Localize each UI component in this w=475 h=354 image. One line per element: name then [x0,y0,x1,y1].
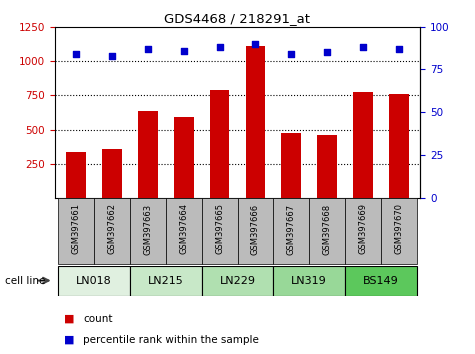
Point [252,41,259,46]
Text: BS149: BS149 [363,275,399,286]
Bar [389,94,408,198]
Bar [58,266,130,296]
Bar [381,198,417,264]
Point [323,50,331,55]
Bar [281,133,301,198]
Bar [138,111,158,198]
Text: GSM397664: GSM397664 [179,204,188,255]
Text: LN229: LN229 [219,275,256,286]
Text: GSM397666: GSM397666 [251,204,260,255]
Point [287,51,295,57]
Bar [66,152,86,198]
Bar [94,198,130,264]
Text: ■: ■ [64,335,75,345]
Text: GSM397665: GSM397665 [215,204,224,255]
Text: GSM397669: GSM397669 [359,204,368,255]
Bar [273,198,309,264]
Bar [309,198,345,264]
Bar [174,116,194,198]
Bar [353,92,373,198]
Text: GSM397667: GSM397667 [287,204,296,255]
Point [72,51,80,57]
Point [359,44,367,50]
Bar [130,198,166,264]
Point [395,46,403,52]
Bar [202,198,238,264]
Text: LN018: LN018 [76,275,112,286]
Point [144,46,152,52]
Bar [58,198,94,264]
Text: count: count [83,314,113,324]
Text: cell line: cell line [5,275,45,286]
Bar [345,198,381,264]
Text: GSM397668: GSM397668 [323,204,332,255]
Text: GSM397670: GSM397670 [394,204,403,255]
Bar [317,135,337,198]
Text: ■: ■ [64,314,75,324]
Bar [246,46,266,198]
Bar [102,149,122,198]
Text: LN319: LN319 [291,275,327,286]
Point [216,44,223,50]
Text: GSM397661: GSM397661 [72,204,81,255]
Text: GDS4468 / 218291_at: GDS4468 / 218291_at [164,12,311,25]
Bar [345,266,417,296]
Point [180,48,188,53]
Bar [166,198,202,264]
Text: percentile rank within the sample: percentile rank within the sample [83,335,259,345]
Bar [238,198,273,264]
Text: LN215: LN215 [148,275,184,286]
Bar [209,90,229,198]
Bar [130,266,202,296]
Bar [273,266,345,296]
Point [108,53,116,58]
Text: GSM397663: GSM397663 [143,204,152,255]
Bar [202,266,273,296]
Text: GSM397662: GSM397662 [107,204,116,255]
